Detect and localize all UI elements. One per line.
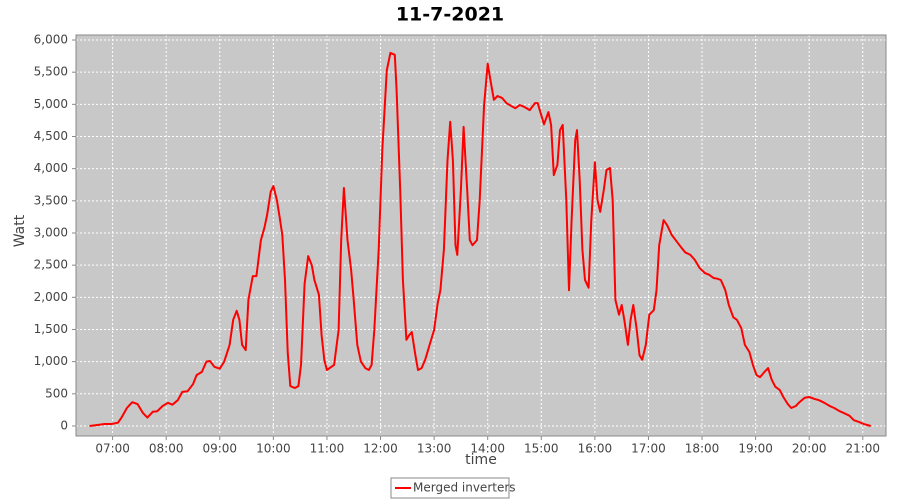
x-tick-label: 20:00 [792,442,827,456]
x-axis-label: time [465,452,497,468]
y-tick-label: 5,000 [34,97,68,111]
y-tick-label: 2,000 [34,290,68,304]
x-tick-label: 16:00 [578,442,613,456]
plot-border [75,34,887,437]
chart-title: 11-7-2021 [396,4,504,26]
x-tick-label: 12:00 [363,442,398,456]
y-tick-label: 2,500 [34,258,68,272]
y-tick-label: 500 [45,386,68,400]
x-tick-label: 11:00 [310,442,345,456]
y-tick-label: 6,000 [34,33,68,47]
x-tick-label: 13:00 [417,442,452,456]
y-tick-label: 1,000 [34,354,68,368]
x-tick-label: 19:00 [738,442,773,456]
x-tick-label: 10:00 [256,442,291,456]
y-tick-label: 4,500 [34,129,68,143]
y-axis-label: Watt [12,214,28,247]
x-tick-label: 08:00 [149,442,184,456]
x-tick-label: 17:00 [631,442,666,456]
x-tick-label: 21:00 [845,442,880,456]
x-tick-label: 07:00 [95,442,130,456]
x-tick-label: 15:00 [524,442,559,456]
legend-label: Merged inverters [413,481,516,495]
y-tick-label: 3,000 [34,225,68,239]
y-tick-label: 5,500 [34,65,68,79]
line-series [89,51,872,427]
y-tick-label: 4,000 [34,161,68,175]
legend-box [390,477,510,499]
y-tick-label: 1,500 [34,322,68,336]
plot-area [76,35,886,436]
y-tick-label: 0 [60,418,68,432]
y-tick-label: 3,500 [34,193,68,207]
x-tick-label: 09:00 [202,442,237,456]
x-tick-label: 14:00 [470,442,505,456]
x-tick-label: 18:00 [685,442,720,456]
